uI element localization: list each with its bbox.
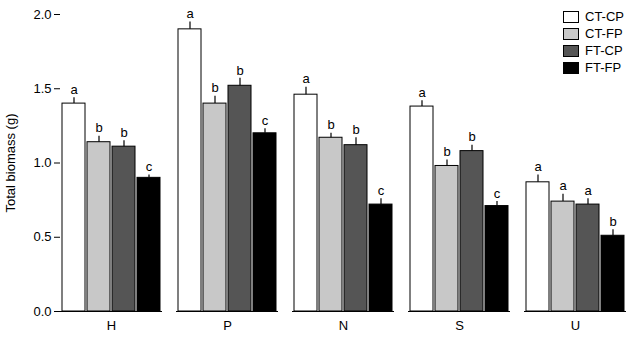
svg-text:b: b [236, 63, 243, 78]
svg-text:0.5: 0.5 [33, 229, 51, 244]
svg-text:b: b [468, 129, 475, 144]
svg-text:2.0: 2.0 [33, 7, 51, 22]
svg-text:a: a [534, 159, 542, 174]
svg-text:1.0: 1.0 [33, 155, 51, 170]
svg-text:N: N [339, 318, 348, 333]
svg-text:b: b [443, 144, 450, 159]
svg-text:a: a [584, 183, 592, 198]
svg-text:c: c [262, 113, 269, 128]
svg-text:b: b [120, 125, 127, 140]
html-text:FT-FP: FT-FP [585, 60, 622, 75]
html-text:CT-FP: CT-FP [585, 26, 623, 41]
svg-text:1.5: 1.5 [33, 81, 51, 96]
svg-text:0.0: 0.0 [33, 304, 51, 319]
svg-text:a: a [302, 71, 310, 86]
svg-text:S: S [455, 318, 464, 333]
svg-text:c: c [494, 186, 501, 201]
svg-text:a: a [559, 178, 567, 193]
svg-text:b: b [327, 117, 334, 132]
svg-text:a: a [418, 85, 426, 100]
svg-text:c: c [378, 183, 385, 198]
svg-text:b: b [609, 214, 616, 229]
svg-text:b: b [352, 122, 359, 137]
svg-text:a: a [186, 6, 194, 21]
svg-text:P: P [223, 318, 232, 333]
html-text:FT-CP: FT-CP [585, 43, 623, 58]
svg-text:b: b [95, 120, 102, 135]
svg-text:Total biomass (g): Total biomass (g) [3, 114, 18, 213]
svg-text:c: c [146, 159, 153, 174]
svg-text:U: U [571, 318, 580, 333]
svg-text:b: b [211, 80, 218, 95]
html-text:CT-CP: CT-CP [585, 9, 624, 24]
svg-text:H: H [107, 318, 116, 333]
svg-text:a: a [70, 82, 78, 97]
